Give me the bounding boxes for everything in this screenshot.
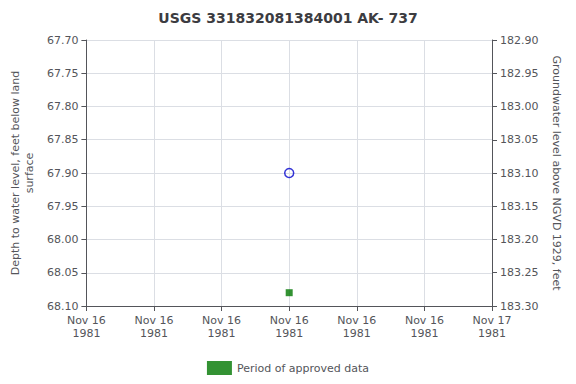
svg-text:182.90: 182.90 — [500, 34, 539, 47]
svg-text:surface: surface — [23, 152, 36, 193]
svg-text:68.05: 68.05 — [47, 266, 79, 279]
svg-text:183.20: 183.20 — [500, 233, 539, 246]
svg-text:1981: 1981 — [478, 327, 506, 340]
svg-text:67.90: 67.90 — [47, 167, 79, 180]
svg-text:68.10: 68.10 — [47, 300, 79, 313]
svg-text:67.75: 67.75 — [47, 67, 79, 80]
svg-text:Depth to water level, feet bel: Depth to water level, feet below land — [9, 71, 22, 276]
svg-text:1981: 1981 — [410, 327, 438, 340]
svg-text:183.00: 183.00 — [500, 100, 539, 113]
svg-text:Nov 16: Nov 16 — [337, 314, 376, 327]
svg-text:68.00: 68.00 — [47, 233, 79, 246]
svg-text:1981: 1981 — [72, 327, 100, 340]
svg-text:67.85: 67.85 — [47, 133, 79, 146]
svg-text:Nov 16: Nov 16 — [135, 314, 174, 327]
svg-text:1981: 1981 — [208, 327, 236, 340]
svg-text:1981: 1981 — [140, 327, 168, 340]
svg-text:Nov 16: Nov 16 — [202, 314, 241, 327]
svg-text:183.10: 183.10 — [500, 167, 539, 180]
svg-text:Nov 17: Nov 17 — [473, 314, 512, 327]
svg-text:USGS 331832081384001 AK- 737: USGS 331832081384001 AK- 737 — [158, 10, 417, 26]
svg-text:1981: 1981 — [343, 327, 371, 340]
svg-text:1981: 1981 — [275, 327, 303, 340]
svg-text:Nov 16: Nov 16 — [405, 314, 444, 327]
svg-text:67.70: 67.70 — [47, 34, 79, 47]
svg-text:183.05: 183.05 — [500, 133, 539, 146]
svg-text:183.30: 183.30 — [500, 300, 539, 313]
svg-text:Groundwater level above NGVD 1: Groundwater level above NGVD 1929, feet — [550, 55, 563, 291]
svg-text:Nov 16: Nov 16 — [67, 314, 106, 327]
svg-text:67.95: 67.95 — [47, 200, 79, 213]
svg-text:Period of approved data: Period of approved data — [237, 362, 369, 375]
svg-text:182.95: 182.95 — [500, 67, 539, 80]
svg-text:183.25: 183.25 — [500, 266, 539, 279]
svg-text:183.15: 183.15 — [500, 200, 539, 213]
svg-text:Nov 16: Nov 16 — [270, 314, 309, 327]
svg-text:67.80: 67.80 — [47, 100, 79, 113]
